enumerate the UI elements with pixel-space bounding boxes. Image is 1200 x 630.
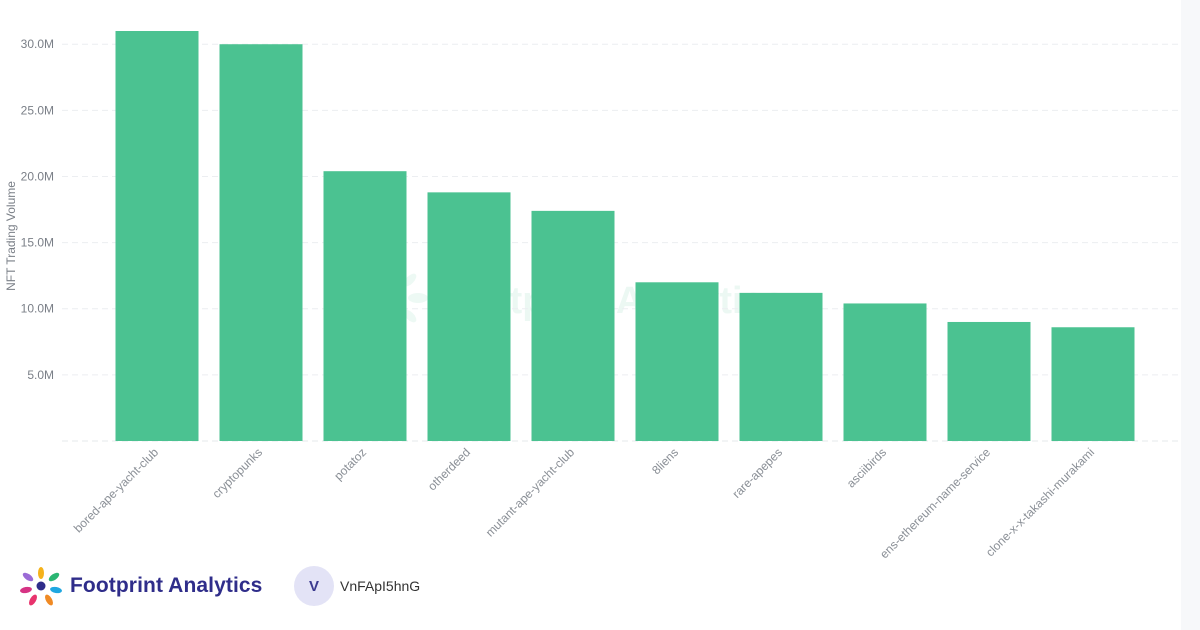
x-tick-label: bored-ape-yacht-club	[71, 445, 161, 535]
bar-rare-apepes[interactable]	[739, 292, 823, 441]
footer-brand: Footprint Analytics	[18, 564, 262, 608]
brand-name: Footprint Analytics	[70, 574, 263, 597]
bar-mutant-ape-yacht-club[interactable]	[531, 210, 615, 441]
x-tick-label: potatoz	[331, 445, 369, 483]
y-axis-title: NFT Trading Volume	[4, 181, 18, 291]
y-tick-label: 5.0M	[27, 368, 54, 382]
bar-8liens[interactable]	[635, 282, 719, 441]
x-tick-label: 8liens	[649, 445, 681, 477]
bar-otherdeed[interactable]	[427, 192, 511, 441]
x-tick-label: otherdeed	[425, 445, 473, 493]
bar-asciibirds[interactable]	[843, 303, 927, 441]
x-tick-label: mutant-ape-yacht-club	[483, 445, 578, 540]
avatar[interactable]: V	[294, 566, 334, 606]
x-axis-labels: bored-ape-yacht-club cryptopunks potatoz ot…	[71, 445, 1097, 560]
y-tick-label: 30.0M	[21, 37, 54, 51]
bars	[115, 31, 1135, 442]
bar-clone-x-x-takashi-murakami[interactable]	[1051, 327, 1135, 441]
y-axis-ticks: 5.0M 10.0M 15.0M 20.0M 25.0M 30.0M	[21, 37, 54, 382]
bar-bored-ape-yacht-club[interactable]	[115, 31, 199, 441]
x-tick-label: ens-ethereum-name-service	[877, 445, 993, 560]
y-tick-label: 10.0M	[21, 302, 54, 316]
footprint-logo-icon	[20, 567, 62, 606]
y-tick-label: 15.0M	[21, 236, 54, 250]
y-tick-label: 20.0M	[21, 169, 54, 183]
bar-ens-ethereum-name-service[interactable]	[947, 321, 1031, 441]
bar-potatoz[interactable]	[323, 171, 407, 441]
bar-cryptopunks[interactable]	[219, 44, 303, 442]
x-tick-label: rare-apepes	[729, 445, 785, 501]
right-edge-strip	[1181, 0, 1200, 630]
footer-user[interactable]: V VnFApI5hnG	[294, 566, 420, 606]
x-tick-label: asciibirds	[844, 445, 889, 490]
y-tick-label: 25.0M	[21, 103, 54, 117]
x-tick-label: cryptopunks	[209, 445, 265, 501]
bar-chart: Footprint Analytics 5.0M10.0M15.0M20.0M2…	[4, 31, 1180, 560]
x-tick-label: clone-x-x-takashi-murakami	[983, 445, 1097, 559]
username[interactable]: VnFApI5hnG	[340, 578, 421, 594]
